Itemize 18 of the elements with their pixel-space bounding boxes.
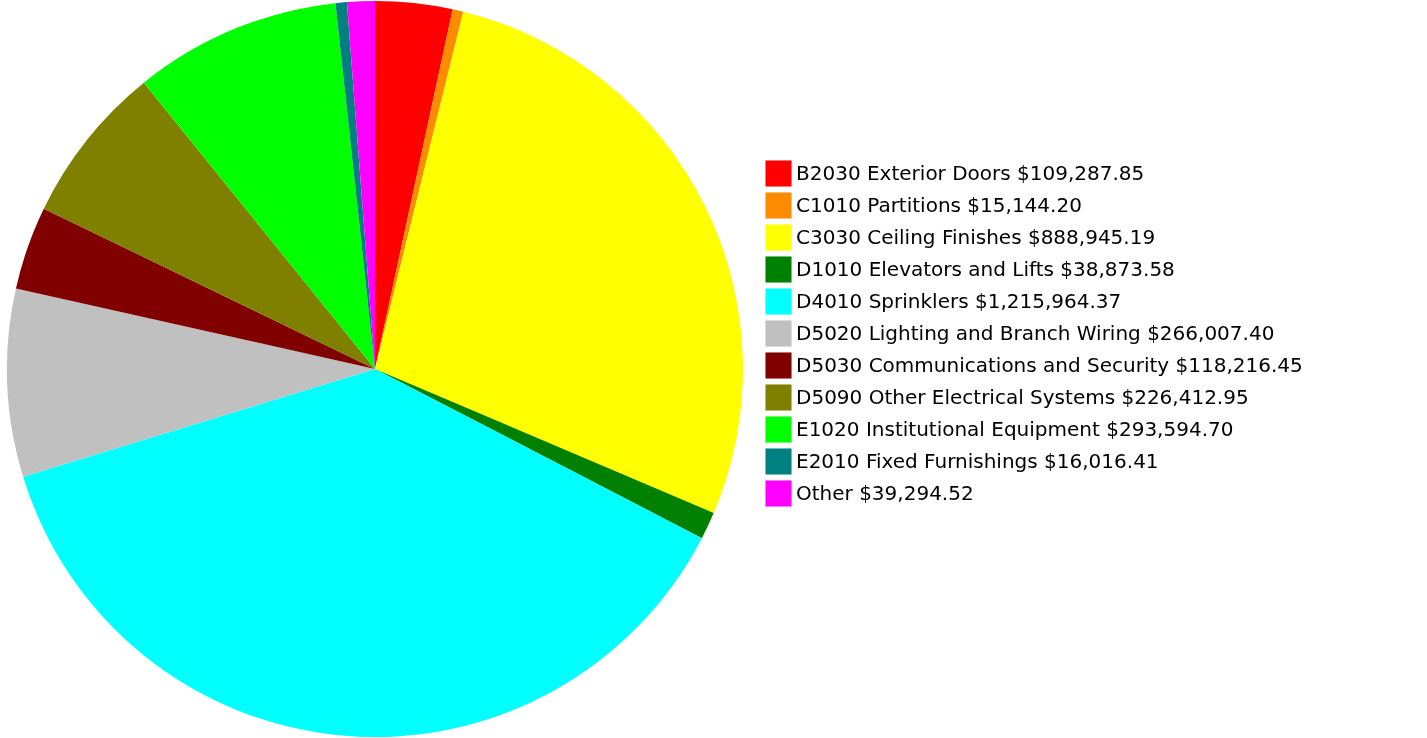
legend-label: D5030 Communications and Security $118,216.45 <box>796 352 1303 377</box>
legend-label: D1010 Elevators and Lifts $38,873.58 <box>796 256 1175 281</box>
legend-label: Other $39,294.52 <box>796 480 974 505</box>
legend-label: D5020 Lighting and Branch Wiring $266,007.40 <box>796 320 1275 345</box>
legend-label: B2030 Exterior Doors $109,287.85 <box>796 160 1145 185</box>
legend-label: D4010 Sprinklers $1,215,964.37 <box>796 288 1122 313</box>
pie-slice <box>375 11 743 513</box>
legend-label: E2010 Fixed Furnishings $16,016.41 <box>796 448 1159 473</box>
pie-slice <box>375 369 714 539</box>
legend-label: C1010 Partitions $15,144.20 <box>796 192 1082 217</box>
legend-label: E1020 Institutional Equipment $293,594.70 <box>796 416 1234 441</box>
pie-slice <box>43 82 375 369</box>
legend-label: C3030 Ceiling Finishes $888,945.19 <box>796 224 1156 249</box>
pie-slice <box>23 369 702 737</box>
pie-slice <box>7 288 375 477</box>
pie-slice <box>15 208 375 369</box>
legend-label: D5090 Other Electrical Systems $226,412.95 <box>796 384 1249 409</box>
pie-slice <box>143 3 375 369</box>
